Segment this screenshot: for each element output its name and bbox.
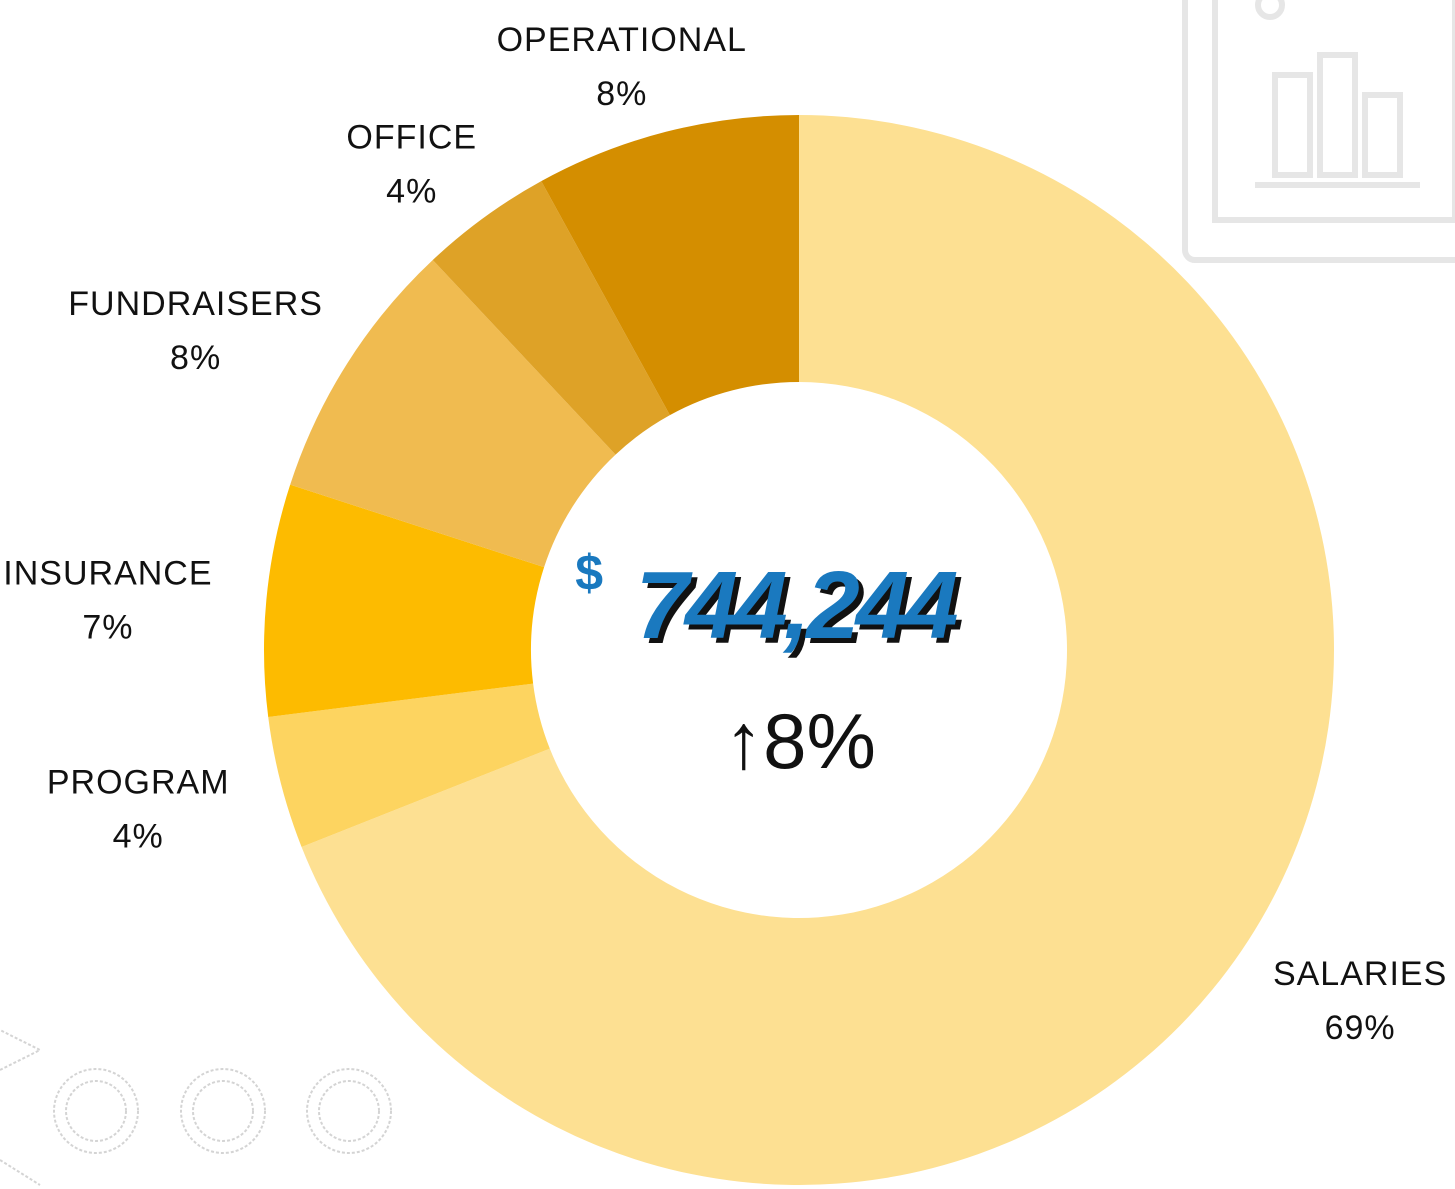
donut-slice — [541, 115, 799, 416]
decor-coins — [0, 1029, 392, 1186]
category-label: PROGRAM — [47, 764, 230, 802]
slice-label: PROGRAM 4% — [47, 764, 230, 856]
donut-slice — [268, 683, 550, 847]
category-label: FUNDRAISERS — [68, 285, 323, 323]
value-label: 4% — [113, 818, 164, 856]
slice-label: SALARIES 69% — [1273, 955, 1447, 1047]
center-value-shadow: 744,244 — [640, 557, 962, 664]
decor-chart-icon — [1182, 0, 1455, 263]
value-label: 69% — [1325, 1009, 1396, 1047]
center-value: 744,244 — [635, 552, 957, 659]
center-change: ↑8% — [724, 697, 876, 785]
value-label: 7% — [82, 609, 133, 647]
donut-slice — [264, 484, 545, 718]
center-prefix: $ — [575, 545, 603, 601]
slice-label: INSURANCE 7% — [3, 555, 212, 647]
slice-label: FUNDRAISERS 8% — [68, 285, 323, 377]
slice-label: OFFICE 4% — [346, 118, 477, 210]
category-label: OPERATIONAL — [497, 21, 747, 59]
value-label: 4% — [386, 172, 437, 210]
category-label: INSURANCE — [3, 555, 212, 593]
donut-slice — [301, 115, 1334, 1185]
value-label: 8% — [596, 75, 647, 113]
donut-slice — [432, 181, 670, 455]
category-label: OFFICE — [346, 118, 477, 156]
donut-slice — [290, 260, 616, 568]
slice-label: OPERATIONAL 8% — [497, 21, 747, 113]
category-label: SALARIES — [1273, 955, 1447, 993]
value-label: 8% — [170, 339, 221, 377]
